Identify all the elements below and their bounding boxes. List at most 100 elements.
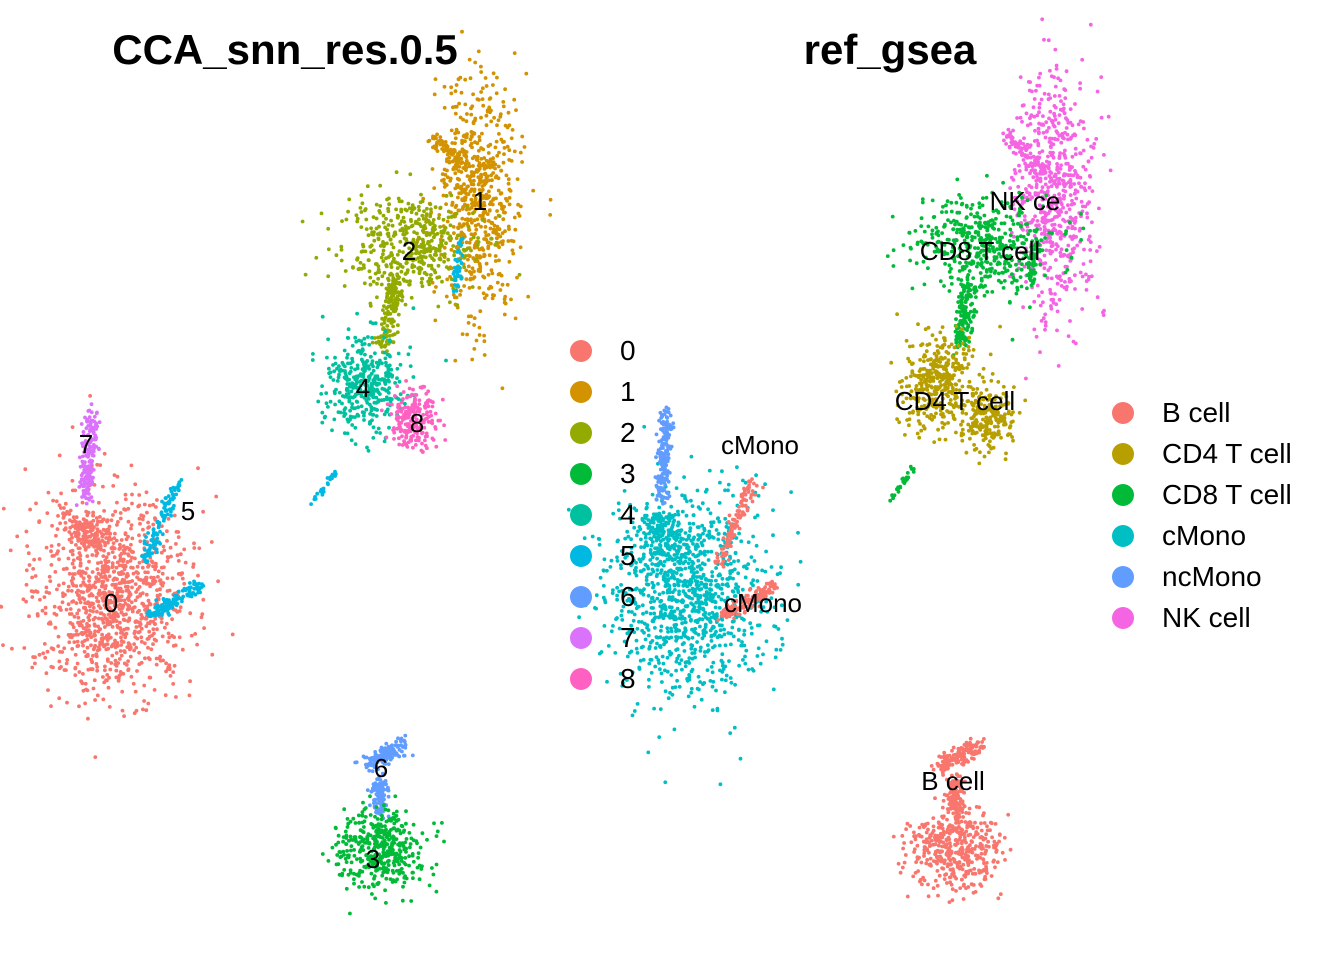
scatter-point [509, 159, 514, 163]
scatter-point [142, 683, 147, 688]
scatter-point [72, 614, 77, 619]
scatter-point [81, 626, 86, 631]
scatter-point [105, 642, 110, 646]
scatter-point [358, 206, 363, 210]
scatter-point [188, 611, 193, 616]
scatter-point [87, 492, 91, 496]
scatter-point [114, 604, 118, 608]
scatter-point [81, 534, 86, 539]
scatter-point [428, 202, 433, 207]
scatter-point [424, 391, 429, 396]
scatter-point [73, 673, 78, 677]
scatter-point [414, 438, 418, 443]
scatter-point [394, 809, 399, 814]
scatter-point [720, 677, 724, 682]
scatter-point [137, 629, 142, 634]
scatter-point [342, 807, 347, 812]
scatter-point [490, 296, 495, 301]
scatter-point [134, 590, 139, 594]
scatter-point [376, 826, 380, 830]
scatter-point [440, 147, 444, 151]
scatter-point [417, 271, 422, 276]
scatter-point [166, 631, 171, 636]
scatter-point [73, 488, 78, 493]
scatter-point [355, 363, 360, 368]
scatter-point [81, 590, 86, 595]
scatter-point [105, 673, 110, 677]
scatter-point [718, 628, 723, 633]
scatter-point [120, 689, 125, 694]
scatter-point [95, 668, 100, 673]
scatter-point [180, 588, 185, 593]
scatter-point [95, 424, 100, 429]
scatter-point [445, 219, 450, 224]
scatter-point [96, 616, 101, 621]
scatter-point [61, 594, 65, 599]
scatter-point [171, 670, 176, 674]
scatter-point [91, 686, 96, 691]
scatter-point [665, 626, 670, 631]
scatter-point [480, 179, 485, 184]
scatter-point [458, 239, 463, 244]
scatter-point [399, 866, 404, 871]
scatter-point [716, 594, 721, 599]
scatter-point [442, 839, 446, 844]
scatter-point [715, 708, 720, 713]
scatter-point [110, 625, 115, 629]
scatter-point [478, 213, 482, 218]
scatter-point [464, 247, 469, 252]
scatter-point [118, 620, 122, 625]
scatter-point [133, 619, 138, 624]
scatter-point [144, 624, 149, 629]
scatter-point [21, 597, 26, 602]
scatter-point [431, 872, 436, 877]
scatter-point [434, 285, 438, 289]
scatter-point [660, 680, 664, 684]
scatter-point [180, 576, 185, 581]
scatter-point [451, 244, 456, 248]
scatter-point [117, 547, 122, 551]
scatter-point [67, 537, 72, 542]
scatter-point [421, 217, 426, 221]
scatter-point [160, 603, 165, 607]
scatter-point [417, 217, 421, 222]
scatter-point [95, 567, 100, 571]
scatter-point [516, 202, 520, 207]
scatter-point [126, 552, 130, 557]
scatter-point [148, 543, 153, 548]
scatter-point [26, 551, 31, 556]
scatter-point [371, 368, 376, 373]
scatter-point [77, 485, 82, 489]
scatter-point [796, 530, 800, 535]
scatter-point [454, 203, 459, 208]
scatter-point [357, 266, 362, 271]
scatter-point [70, 478, 75, 483]
scatter-point [336, 862, 341, 866]
scatter-point [365, 445, 369, 450]
scatter-point [45, 649, 50, 654]
scatter-point [106, 559, 111, 564]
scatter-point [371, 232, 376, 237]
scatter-point [343, 371, 348, 376]
scatter-point [48, 579, 53, 583]
scatter-point [91, 538, 96, 543]
scatter-point [328, 475, 333, 480]
scatter-point [85, 652, 90, 657]
scatter-point [54, 533, 58, 538]
scatter-point [423, 434, 428, 439]
scatter-point [371, 215, 376, 220]
scatter-point [118, 542, 122, 547]
scatter-point [111, 546, 116, 551]
scatter-point [479, 157, 484, 161]
scatter-point [95, 599, 100, 603]
scatter-point [466, 264, 471, 269]
scatter-point [120, 563, 125, 568]
scatter-point [507, 202, 512, 207]
scatter-point [127, 642, 132, 647]
scatter-point [642, 424, 647, 429]
scatter-point [395, 376, 399, 381]
scatter-point [35, 590, 40, 594]
scatter-point [76, 615, 81, 620]
scatter-point [86, 522, 90, 527]
scatter-point [466, 218, 471, 223]
